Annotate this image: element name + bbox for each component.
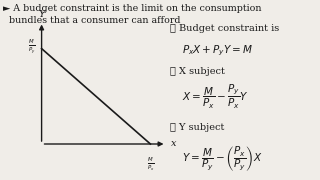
Text: $Y = \dfrac{M}{P_y} - \left(\dfrac{P_x}{P_y}\right)X$: $Y = \dfrac{M}{P_y} - \left(\dfrac{P_x}{… bbox=[182, 144, 263, 173]
Text: ✓ Y subject: ✓ Y subject bbox=[170, 123, 224, 132]
Text: Y: Y bbox=[38, 10, 45, 19]
Text: $X = \dfrac{M}{P_x} - \dfrac{P_y}{P_x}Y$: $X = \dfrac{M}{P_x} - \dfrac{P_y}{P_x}Y$ bbox=[182, 83, 249, 111]
Text: $\frac{M}{P_x}$: $\frac{M}{P_x}$ bbox=[147, 156, 154, 173]
Text: $\frac{M}{P_y}$: $\frac{M}{P_y}$ bbox=[28, 38, 35, 56]
Text: x: x bbox=[171, 140, 177, 148]
Text: ► A budget constraint is the limit on the consumption
  bundles that a consumer : ► A budget constraint is the limit on th… bbox=[3, 4, 262, 25]
Text: ✓ X subject: ✓ X subject bbox=[170, 68, 224, 76]
Text: $P_xX + P_yY = M$: $P_xX + P_yY = M$ bbox=[182, 43, 254, 58]
Text: ✓ Budget constraint is: ✓ Budget constraint is bbox=[170, 24, 279, 33]
